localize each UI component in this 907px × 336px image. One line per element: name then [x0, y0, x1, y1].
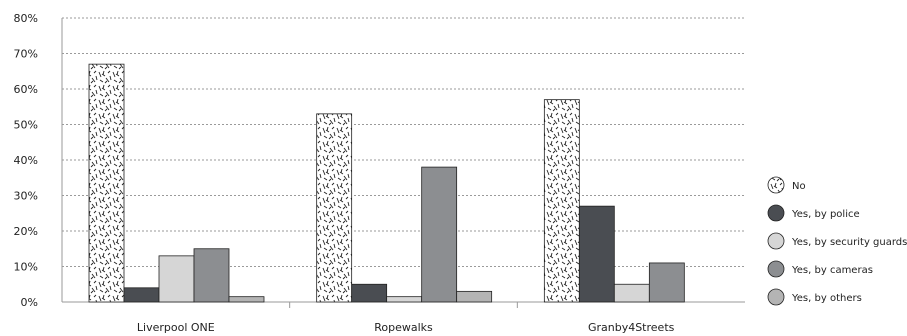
x-category-label: Liverpool ONE [137, 321, 215, 334]
x-category-label: Granby4Streets [588, 321, 675, 334]
legend-swatch [767, 260, 785, 278]
y-tick-label: 10% [14, 261, 38, 274]
legend-label: Yes, by police [791, 209, 860, 220]
legend-swatch [767, 204, 785, 222]
y-tick-label: 0% [21, 296, 38, 309]
bar-4-granby4streets [648, 262, 685, 303]
bar-3-ropewalks [386, 296, 423, 303]
bar-2-liverpool-one [123, 287, 160, 303]
y-tick-label: 70% [14, 48, 38, 61]
legend: No Yes, by police Yes, by security guards Y… [767, 176, 907, 306]
bar-5-ropewalks [456, 290, 493, 303]
bar-5-liverpool-one [228, 296, 265, 303]
bar-2-granby4streets [578, 205, 615, 303]
legend-swatch [767, 232, 785, 250]
legend-swatch [767, 288, 785, 306]
legend-label: Yes, by others [791, 293, 862, 304]
bar-1-ropewalks [316, 113, 353, 303]
bars [88, 63, 685, 303]
legend-label: No [792, 181, 806, 192]
y-tick-label: 40% [14, 154, 38, 167]
bar-3-liverpool-one [158, 255, 195, 303]
y-axis-ticks: 0% 10% 20% 30% 40% 50% 60% 70% 80% [14, 12, 38, 309]
y-tick-label: 80% [14, 12, 38, 25]
y-tick-label: 60% [14, 83, 38, 96]
y-tick-label: 50% [14, 119, 38, 132]
legend-label: Yes, by security guards [791, 237, 907, 248]
bar-3-granby4streets [613, 283, 650, 303]
x-category-label: Ropewalks [374, 321, 433, 334]
bar-4-liverpool-one [193, 248, 230, 303]
bar-1-granby4streets [543, 99, 580, 303]
x-axis-categories: Liverpool ONE Ropewalks Granby4Streets [137, 321, 675, 334]
bar-4-ropewalks [421, 166, 458, 303]
y-tick-label: 30% [14, 190, 38, 203]
legend-label: Yes, by cameras [791, 265, 873, 276]
y-tick-label: 20% [14, 225, 38, 238]
bar-1-liverpool-one [88, 63, 125, 303]
legend-swatch [767, 176, 785, 194]
bar-2-ropewalks [351, 283, 388, 303]
